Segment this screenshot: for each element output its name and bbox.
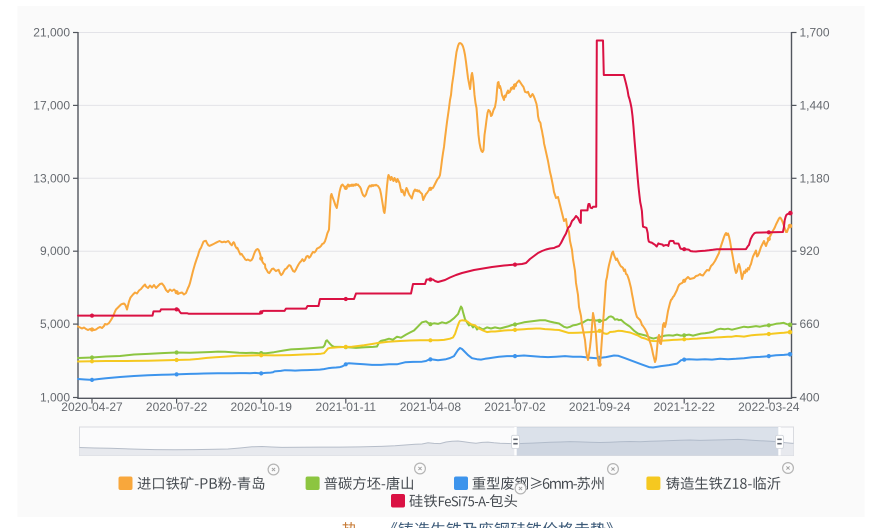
svg-text:1,180: 1,180 [800, 171, 830, 185]
svg-text:17,000: 17,000 [33, 98, 70, 112]
svg-text:400: 400 [800, 391, 820, 405]
svg-text:1,440: 1,440 [800, 98, 830, 112]
svg-text:2020-10-19: 2020-10-19 [231, 400, 293, 414]
svg-text:2021-09-24: 2021-09-24 [569, 400, 631, 414]
svg-text:2021-04-08: 2021-04-08 [400, 400, 462, 414]
svg-text:9,000: 9,000 [40, 244, 70, 258]
svg-text:920: 920 [800, 244, 820, 258]
svg-text:2021-01-11: 2021-01-11 [316, 400, 377, 414]
svg-text:21,000: 21,000 [33, 26, 70, 40]
svg-text:2021-07-02: 2021-07-02 [484, 400, 546, 414]
svg-text:2021-12-22: 2021-12-22 [654, 400, 716, 414]
svg-text:2022-03-24: 2022-03-24 [738, 400, 800, 414]
svg-text:2020-07-22: 2020-07-22 [146, 400, 208, 414]
svg-text:5,000: 5,000 [40, 317, 70, 331]
svg-text:2020-04-27: 2020-04-27 [61, 400, 123, 414]
svg-text:660: 660 [800, 317, 820, 331]
svg-text:13,000: 13,000 [33, 171, 70, 185]
svg-text:1,700: 1,700 [800, 26, 830, 40]
svg-text:1,000: 1,000 [40, 391, 70, 405]
